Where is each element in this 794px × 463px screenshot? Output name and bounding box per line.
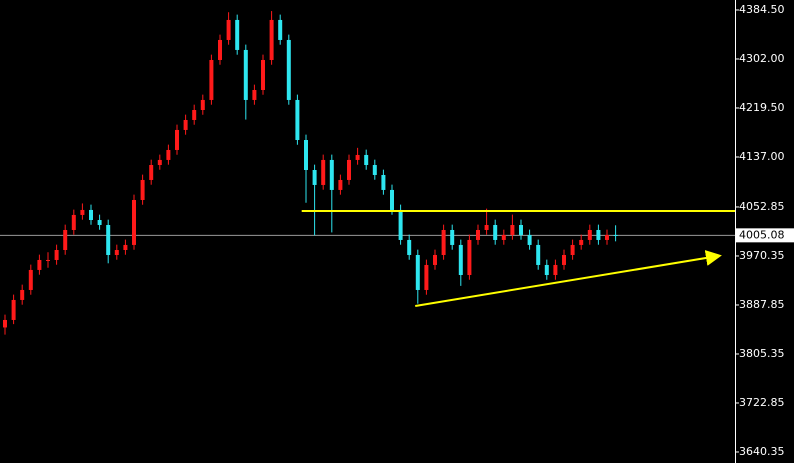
y-tick-label: 4137.00 [739,150,785,163]
candle-body [166,149,171,160]
candle-body [613,234,618,236]
candle-body [20,289,25,300]
candle-body [458,244,463,276]
candle-body [140,179,145,200]
candle-body [175,129,179,150]
candle-body [467,239,472,276]
y-tick-label: 3805.35 [739,347,785,360]
candle-body [235,19,240,50]
candle-body [106,224,111,255]
candle-body [97,220,102,225]
candle-body [278,19,283,40]
candle-body [570,244,575,255]
candle-body [493,224,498,240]
candle-body [183,119,188,130]
candle-body [579,239,584,245]
candle-body [381,174,386,190]
candle-body [338,179,343,190]
candle-body [441,229,446,255]
candle-body [89,209,93,221]
y-tick-label: 4219.50 [739,101,785,114]
candle-body [269,19,274,60]
y-tick-label: 3970.35 [739,249,785,262]
candle-body [390,189,394,210]
candle-body [364,154,369,166]
candle-body [261,59,265,90]
candle-body [527,234,532,245]
candle-body [11,299,16,320]
candle-body [63,229,68,251]
candle-body [132,199,136,245]
candle-body [46,259,50,261]
candle-body [347,159,351,180]
y-tick-label: 3722.85 [739,396,785,409]
candle-body [596,229,601,240]
candle-body [80,209,85,215]
candle-body [157,159,162,166]
candle-body [243,49,248,100]
y-tick-label: 3887.85 [739,298,785,311]
candle-body [28,269,33,290]
candle-body [450,229,455,245]
candle-body [114,250,119,255]
last-price-box [736,228,794,243]
candle-body [71,214,76,230]
y-tick-label: 4052.85 [739,200,785,213]
candle-body [3,319,7,328]
y-tick-label: 4384.50 [739,3,785,16]
candle-body [226,19,231,40]
candle-body [355,154,360,160]
candle-body [218,39,222,60]
annotation-line [415,250,722,307]
candle-body [149,165,154,180]
candle-body [398,209,403,240]
candle-body [501,234,506,240]
candle-body [321,159,326,185]
candle-body [54,250,59,260]
candle-body [37,259,42,270]
candle-body [209,59,214,100]
candle-body [433,254,437,265]
candle-body [312,169,317,185]
candle-body [536,244,541,265]
candle-body [424,264,429,290]
candle-body [544,264,549,276]
candle-body [553,264,558,276]
y-tick-label: 4302.00 [739,52,785,65]
candle-body [123,244,128,251]
candle-body [510,224,515,235]
candle-body [407,239,412,255]
candle-body [200,99,205,111]
last-price-label: 4005.08 [739,228,785,241]
candle-body [587,229,592,240]
candle-body [605,234,609,240]
candle-body [329,159,334,190]
candle-body [484,224,489,230]
candle-body [286,39,291,100]
candle-body [562,254,566,265]
candle-body [192,110,197,120]
candle-body [372,165,377,175]
candle-body [476,229,480,240]
candle-body [415,254,420,290]
y-tick-label: 3640.35 [739,445,785,458]
candle-body [295,99,300,140]
candle-body [304,139,308,170]
candle-body [252,89,257,100]
candle-body [519,224,523,235]
